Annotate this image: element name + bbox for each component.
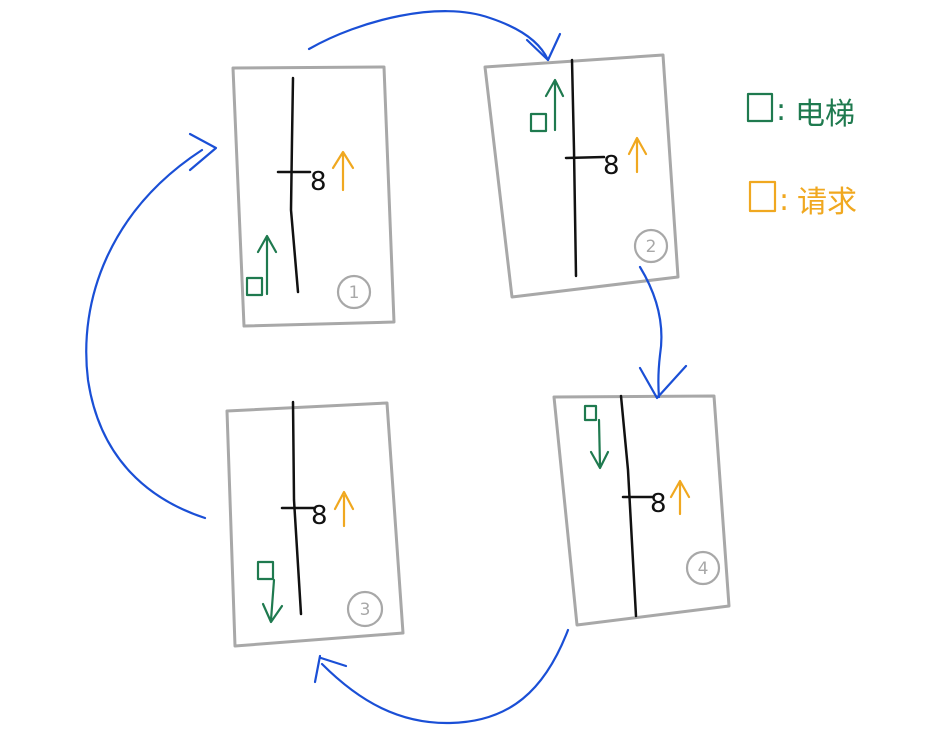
state-panel-1: 8 1: [231, 65, 396, 328]
panel-2-request-up-arrow: [627, 136, 648, 174]
panel-2-number: 2: [646, 237, 657, 257]
panel-3-elevator-box: [256, 560, 275, 581]
legend-elevator-label: 电梯: [795, 97, 855, 132]
transition-3-to-1: [85, 148, 207, 520]
panel-1-elevator-box: [245, 276, 264, 297]
state-panel-2: 8 2: [483, 53, 680, 299]
panel-1-shaft: [289, 76, 300, 294]
panel-2-frame: [483, 53, 680, 299]
legend-request: : 请求: [748, 180, 857, 220]
transition-3-to-1-arrowhead: [188, 132, 218, 172]
transition-2-to-4: [638, 265, 663, 399]
panel-3-elevator-down-arrow: [261, 578, 284, 624]
panel-2-number-circle: [633, 228, 669, 264]
panel-3-frame: [225, 401, 405, 648]
panel-2-elevator-up-arrow: [544, 78, 565, 132]
legend-request-separator: :: [779, 183, 789, 218]
state-panel-3: 8 3: [225, 400, 405, 648]
panel-3-number: 3: [360, 600, 371, 620]
panel-4-shaft: [619, 394, 638, 618]
transition-4-to-3-arrowhead: [313, 654, 348, 684]
legend: : 电梯 : 请求: [746, 92, 857, 220]
transition-1-to-2-arrowhead: [525, 32, 562, 62]
panel-4-elevator-box: [583, 404, 598, 422]
panel-3-number-circle: [346, 590, 384, 628]
panel-4-frame: [552, 394, 731, 627]
panel-3-request-up-arrow: [333, 490, 355, 528]
legend-elevator: : 电梯: [746, 92, 855, 132]
legend-elevator-separator: :: [776, 93, 786, 128]
legend-elevator-swatch: [746, 92, 774, 123]
panel-4-number-circle: [685, 550, 721, 586]
panel-1-elevator-up-arrow: [256, 234, 278, 296]
transition-1-to-2: [307, 10, 550, 62]
legend-request-swatch: [748, 180, 777, 213]
transition-2-to-4-arrowhead: [638, 364, 688, 400]
panel-2-floor-mark: [564, 155, 606, 160]
panel-4-elevator-down-arrow: [589, 418, 610, 470]
panel-4-floor-label: 8: [650, 489, 667, 519]
panel-2-shaft: [570, 58, 578, 278]
panel-2-elevator-box: [529, 112, 548, 133]
panel-1-number: 1: [349, 283, 360, 303]
panel-1-frame: [231, 65, 396, 328]
legend-request-label: 请求: [797, 185, 857, 220]
panel-4-request-up-arrow: [669, 479, 691, 516]
panel-4-number: 4: [698, 559, 709, 579]
transitions: [85, 10, 688, 725]
transition-4-to-3: [320, 628, 570, 725]
state-panel-4: 8 4: [552, 394, 731, 627]
panel-1-number-circle: [336, 274, 372, 310]
panel-2-floor-label: 8: [603, 151, 620, 181]
panel-3-floor-label: 8: [311, 501, 328, 531]
panel-3-shaft: [291, 400, 303, 616]
panel-1-request-up-arrow: [331, 150, 355, 192]
panel-1-floor-label: 8: [310, 167, 327, 197]
